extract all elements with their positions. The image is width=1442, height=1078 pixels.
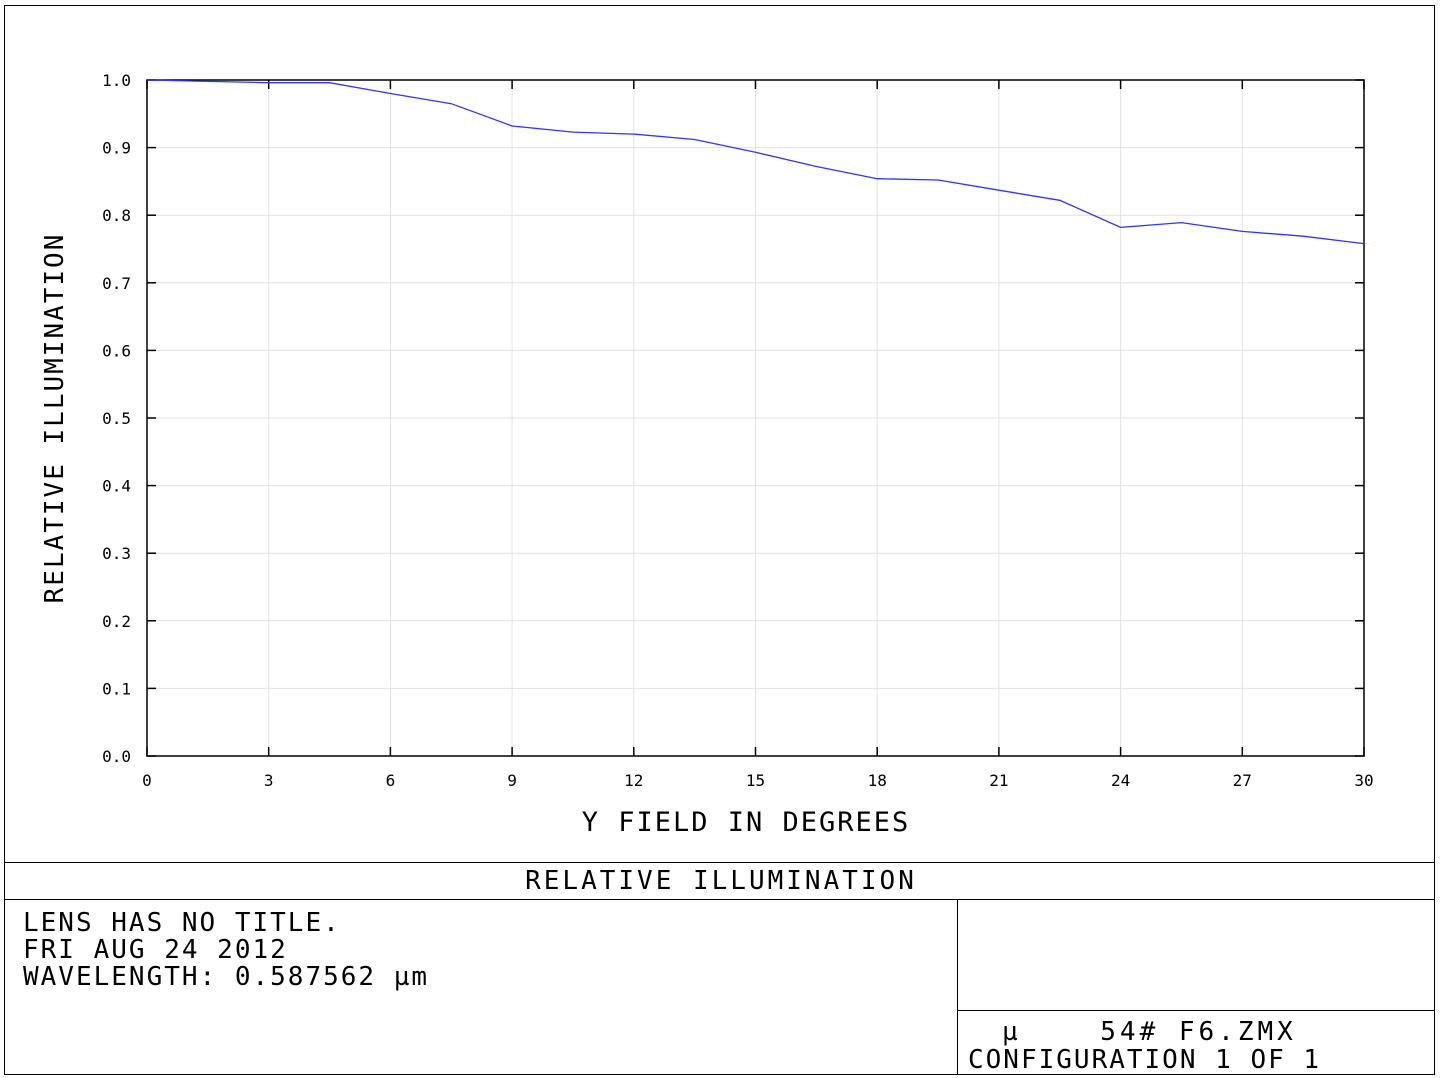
y-tick-label: 1.0	[102, 71, 131, 90]
x-tick-label: 9	[507, 771, 517, 790]
plot-title: RELATIVE ILLUMINATION	[525, 866, 917, 896]
series-layer	[146, 79, 1365, 245]
series-line	[146, 79, 1365, 245]
y-tick-label: 0.6	[102, 341, 131, 360]
y-tick-label: 0.5	[102, 409, 131, 428]
x-tick-label: 6	[386, 771, 396, 790]
x-tick-label: 18	[868, 771, 887, 790]
y-axis-label: RELATIVE ILLUMINATION	[40, 233, 70, 604]
title-block-vertical-divider	[957, 899, 958, 1075]
y-tick-label: 0.9	[102, 139, 131, 158]
x-tick-label: 30	[1354, 771, 1373, 790]
x-tick-label: 15	[746, 771, 765, 790]
y-tick-labels: 0.0 0.1 0.2 0.3 0.4 0.5 0.6 0.7 0.8 0.9 1.0	[102, 71, 131, 766]
lens-title-text: LENS HAS NO TITLE.	[23, 908, 341, 938]
y-tick-label: 0.8	[102, 206, 131, 225]
title-block-right-divider	[957, 1010, 1435, 1011]
x-tick-label: 27	[1233, 771, 1252, 790]
x-tick-label: 0	[142, 771, 152, 790]
x-tick-label: 21	[989, 771, 1008, 790]
wavelength-text: WAVELENGTH: 0.587562 µm	[23, 962, 430, 992]
y-tick-label: 0.1	[102, 679, 131, 698]
y-tick-label: 0.3	[102, 544, 131, 563]
y-tick-label: 0.0	[102, 747, 131, 766]
plot-area	[146, 79, 1365, 757]
y-tick-label: 0.2	[102, 612, 131, 631]
y-tick-label: 0.7	[102, 274, 131, 293]
x-tick-label: 3	[264, 771, 274, 790]
x-tick-label: 24	[1111, 771, 1130, 790]
file-name-text: µ 54# F6.ZMX	[1002, 1017, 1297, 1047]
x-tick-labels: 0 3 6 9 12 15 18 21 24 27 30	[142, 771, 1373, 790]
x-tick-label: 12	[624, 771, 643, 790]
configuration-text: CONFIGURATION 1 OF 1	[968, 1045, 1322, 1075]
x-axis-label: Y FIELD IN DEGREES	[582, 807, 911, 838]
date-text: FRI AUG 24 2012	[23, 935, 288, 965]
y-tick-label: 0.4	[102, 477, 131, 496]
plot-window-frame	[4, 5, 1435, 1075]
title-block-top-divider	[4, 862, 1435, 863]
axis-ticks	[146, 79, 1365, 757]
title-block-header-divider	[4, 899, 1435, 900]
chart: 0 3 6 9 12 15 18 21 24 27 30 0.0 0.1 0.2 0.3 0.4 0.5 0.6…	[40, 71, 1374, 838]
grid-lines	[147, 80, 1364, 756]
